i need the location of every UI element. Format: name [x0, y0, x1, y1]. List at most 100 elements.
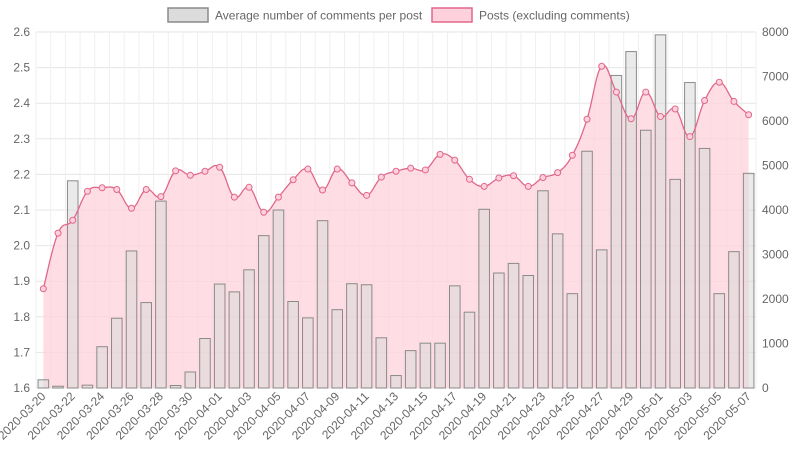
point-2020-05-07[interactable]	[745, 111, 753, 119]
point-2020-04-04[interactable]	[260, 208, 268, 216]
legend-swatch-bar[interactable]	[167, 7, 209, 23]
bar-2020-04-27[interactable]	[595, 249, 608, 389]
bar-2020-03-31[interactable]	[199, 338, 211, 389]
bar-2020-04-01[interactable]	[213, 283, 226, 389]
point-2020-04-16[interactable]	[436, 150, 444, 158]
point-2020-04-19[interactable]	[480, 182, 488, 190]
point-2020-04-29[interactable]	[627, 115, 635, 123]
bar-2020-04-23[interactable]	[537, 190, 549, 389]
bar-2020-03-28[interactable]	[155, 200, 167, 389]
point-2020-03-31[interactable]	[201, 167, 209, 175]
bar-2020-03-27[interactable]	[140, 302, 152, 389]
bar-2020-04-06[interactable]	[287, 300, 299, 389]
point-2020-05-04[interactable]	[701, 97, 709, 105]
point-2020-04-09[interactable]	[333, 165, 341, 173]
bar-2020-05-02[interactable]	[669, 178, 681, 389]
bar-2020-05-01[interactable]	[654, 34, 667, 389]
point-2020-04-21[interactable]	[510, 172, 518, 180]
point-2020-03-25[interactable]	[113, 186, 121, 194]
point-2020-04-28[interactable]	[612, 88, 620, 96]
bar-2020-04-18[interactable]	[463, 311, 476, 389]
bar-2020-04-10[interactable]	[346, 283, 358, 389]
legend-label-bar[interactable]: Average number of comments per post	[215, 9, 423, 23]
point-2020-03-24[interactable]	[98, 184, 106, 192]
bar-2020-03-20[interactable]	[37, 379, 50, 389]
point-2020-04-15[interactable]	[421, 166, 429, 174]
point-2020-04-20[interactable]	[495, 174, 503, 182]
bar-2020-04-12[interactable]	[375, 337, 388, 389]
point-2020-03-21[interactable]	[54, 229, 62, 237]
bar-2020-04-04[interactable]	[257, 235, 270, 389]
point-2020-03-23[interactable]	[83, 187, 91, 195]
bar-2020-03-23[interactable]	[81, 384, 94, 389]
bar-2020-04-16[interactable]	[434, 342, 446, 389]
point-2020-04-27[interactable]	[598, 62, 606, 70]
legend-label-area[interactable]: Posts (excluding comments)	[479, 9, 630, 23]
bar-2020-05-06[interactable]	[728, 251, 740, 389]
bar-2020-03-25[interactable]	[111, 317, 123, 389]
bar-2020-04-28[interactable]	[610, 74, 623, 389]
bar-2020-03-30[interactable]	[184, 371, 197, 389]
point-2020-05-01[interactable]	[656, 113, 664, 121]
point-2020-05-03[interactable]	[686, 133, 694, 141]
bar-2020-04-09[interactable]	[331, 309, 344, 389]
point-2020-04-02[interactable]	[230, 193, 238, 201]
point-2020-04-18[interactable]	[465, 175, 473, 183]
bar-2020-04-08[interactable]	[316, 220, 329, 389]
point-2020-04-11[interactable]	[363, 191, 371, 199]
bar-2020-03-29[interactable]	[169, 385, 182, 389]
point-2020-03-28[interactable]	[157, 193, 165, 201]
point-2020-04-26[interactable]	[583, 115, 591, 123]
point-2020-03-27[interactable]	[142, 186, 150, 194]
bar-2020-03-21[interactable]	[52, 385, 64, 389]
point-2020-04-12[interactable]	[377, 173, 385, 181]
bar-2020-04-13[interactable]	[390, 375, 402, 389]
point-2020-04-13[interactable]	[392, 167, 400, 175]
legend-swatch-area[interactable]	[431, 7, 473, 23]
point-2020-04-14[interactable]	[407, 164, 415, 172]
point-2020-04-03[interactable]	[245, 183, 253, 191]
bar-2020-04-11[interactable]	[360, 284, 373, 389]
point-2020-05-05[interactable]	[715, 78, 723, 86]
bar-2020-04-03[interactable]	[243, 269, 255, 389]
bar-2020-04-24[interactable]	[551, 233, 564, 389]
bar-2020-04-05[interactable]	[272, 209, 285, 389]
bar-2020-05-03[interactable]	[684, 82, 696, 389]
point-2020-03-22[interactable]	[69, 216, 77, 224]
point-2020-03-30[interactable]	[186, 171, 194, 179]
bar-2020-03-24[interactable]	[96, 346, 108, 389]
point-2020-04-17[interactable]	[451, 156, 459, 164]
point-2020-05-02[interactable]	[671, 105, 679, 113]
bar-2020-04-14[interactable]	[404, 350, 417, 389]
point-2020-04-06[interactable]	[289, 176, 297, 184]
point-2020-04-07[interactable]	[304, 165, 312, 173]
bar-2020-03-26[interactable]	[125, 250, 138, 389]
bar-2020-04-07[interactable]	[302, 317, 314, 389]
bar-2020-04-25[interactable]	[566, 293, 579, 389]
point-2020-04-05[interactable]	[274, 193, 282, 201]
bar-2020-03-22[interactable]	[66, 180, 79, 389]
bar-2020-04-30[interactable]	[640, 129, 652, 389]
bar-2020-05-05[interactable]	[713, 293, 726, 389]
point-2020-04-25[interactable]	[568, 151, 576, 159]
point-2020-03-26[interactable]	[128, 204, 136, 212]
bar-2020-04-15[interactable]	[419, 342, 432, 389]
bar-2020-04-22[interactable]	[522, 275, 535, 389]
point-2020-04-24[interactable]	[554, 169, 562, 177]
bar-2020-04-17[interactable]	[448, 285, 461, 389]
point-2020-04-22[interactable]	[524, 182, 532, 190]
point-2020-05-06[interactable]	[730, 97, 738, 105]
bar-2020-04-02[interactable]	[228, 291, 241, 389]
point-2020-04-30[interactable]	[642, 88, 650, 96]
bar-2020-04-26[interactable]	[581, 150, 593, 389]
bar-2020-05-07[interactable]	[742, 172, 755, 389]
point-2020-04-23[interactable]	[539, 174, 547, 182]
point-2020-04-01[interactable]	[216, 163, 224, 171]
bar-2020-04-20[interactable]	[493, 272, 505, 389]
point-2020-04-10[interactable]	[348, 179, 356, 187]
bar-2020-04-29[interactable]	[625, 51, 637, 389]
bar-2020-05-04[interactable]	[698, 147, 711, 389]
point-2020-03-29[interactable]	[172, 167, 180, 175]
point-2020-03-20[interactable]	[39, 285, 47, 293]
bar-2020-04-19[interactable]	[478, 208, 490, 389]
